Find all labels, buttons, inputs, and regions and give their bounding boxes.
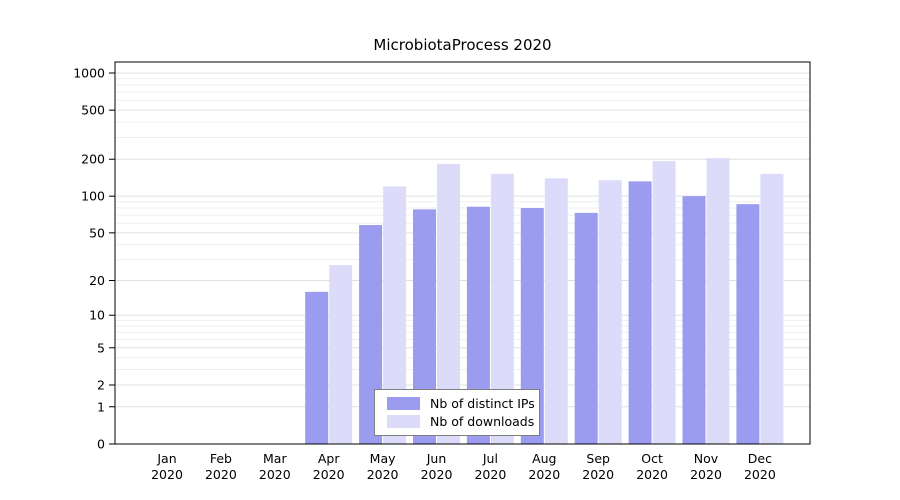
legend-label-downloads: Nb of downloads	[430, 413, 535, 429]
x-tick-label-month: Nov	[694, 451, 719, 466]
x-tick-label-month: Jan	[156, 451, 176, 466]
plot-border	[114, 61, 811, 445]
bar	[329, 265, 353, 444]
bar	[598, 180, 622, 444]
y-tick-label: 2	[97, 378, 105, 393]
legend-item-distinct-ips: Nb of distinct IPs	[387, 395, 535, 412]
x-tick-label-year: 2020	[259, 467, 291, 482]
bar	[520, 208, 544, 444]
bar	[305, 291, 329, 444]
chart-title: MicrobiotaProcess 2020	[373, 36, 552, 54]
x-tick-label-year: 2020	[690, 467, 722, 482]
x-tick-label-year: 2020	[313, 467, 345, 482]
legend: Nb of distinct IPs Nb of downloads	[374, 389, 540, 436]
x-tick-label-year: 2020	[528, 467, 560, 482]
bar	[544, 178, 568, 444]
x-tick-label-month: Jun	[426, 451, 447, 466]
x-tick-label-year: 2020	[582, 467, 614, 482]
bar	[466, 206, 490, 444]
legend-label-distinct-ips: Nb of distinct IPs	[430, 396, 535, 412]
x-tick-label-year: 2020	[636, 467, 668, 482]
y-tick-label: 1	[97, 399, 105, 414]
bar	[652, 161, 676, 444]
bar	[706, 158, 730, 444]
x-tick-label-year: 2020	[744, 467, 776, 482]
x-tick-label-year: 2020	[151, 467, 183, 482]
x-tick-label-year: 2020	[474, 467, 506, 482]
bar	[490, 173, 514, 444]
x-tick-label-month: Apr	[318, 451, 340, 466]
legend-swatch-downloads	[387, 414, 420, 428]
bar	[628, 181, 652, 444]
y-tick-label: 0	[97, 437, 105, 452]
legend-swatch-distinct-ips	[387, 397, 420, 411]
y-tick-label: 5	[97, 340, 105, 355]
x-tick-label-year: 2020	[367, 467, 399, 482]
y-tick-label: 200	[81, 152, 105, 167]
x-tick-label-year: 2020	[421, 467, 453, 482]
y-tick-label: 1000	[73, 66, 105, 81]
x-tick-label-month: Sep	[586, 451, 610, 466]
y-tick-label: 20	[89, 273, 105, 288]
bar	[383, 186, 407, 445]
y-tick-label: 10	[89, 308, 105, 323]
y-tick-label: 100	[81, 189, 105, 204]
bar	[413, 209, 436, 444]
bar	[760, 173, 784, 444]
legend-item-downloads: Nb of downloads	[387, 413, 534, 430]
bar	[736, 204, 760, 444]
y-tick-label: 500	[81, 103, 105, 118]
x-tick-label-month: Oct	[641, 451, 663, 466]
y-tick-label: 50	[89, 225, 105, 240]
x-tick-label-month: Dec	[748, 451, 772, 466]
x-tick-label-month: Feb	[210, 451, 232, 466]
x-tick-label-month: Mar	[263, 451, 287, 466]
bar	[437, 163, 460, 444]
bar	[682, 196, 706, 444]
x-tick-label-month: May	[370, 451, 396, 466]
x-tick-label-month: Aug	[532, 451, 556, 466]
x-tick-label-year: 2020	[205, 467, 237, 482]
x-tick-label-month: Jul	[482, 451, 498, 466]
bar	[574, 212, 598, 444]
